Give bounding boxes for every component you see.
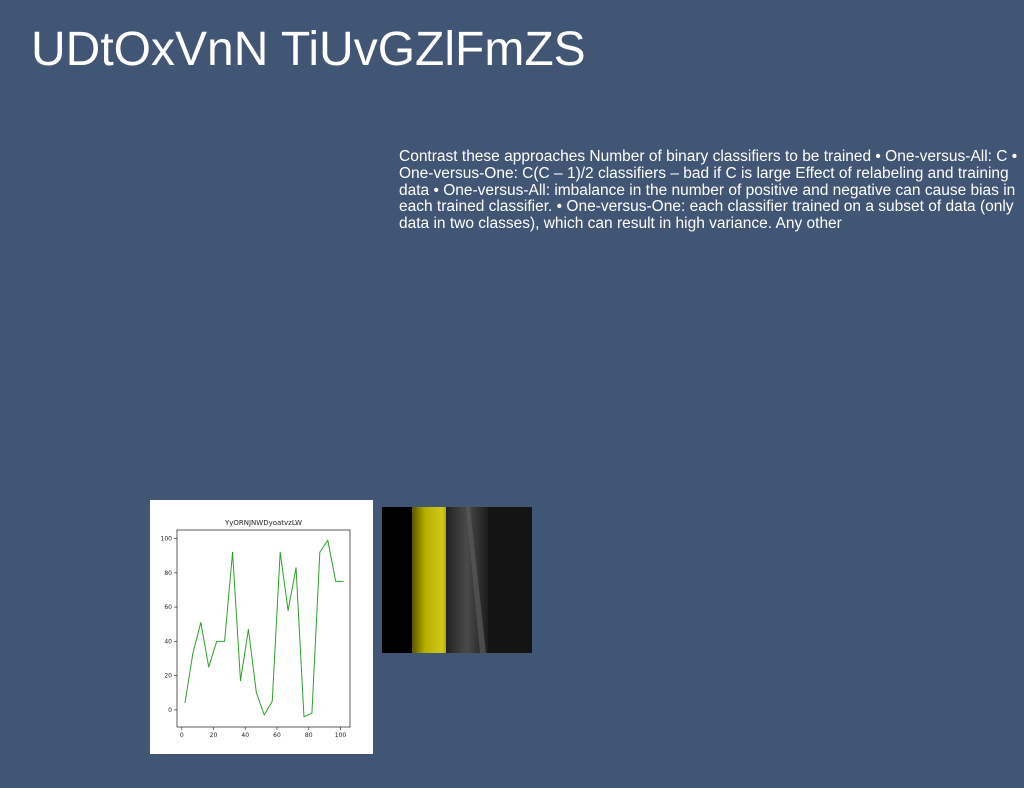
y-tick-label: 100 [161,536,173,543]
plot-frame [176,529,351,728]
photo-dark-band [382,507,412,653]
photo-yellow-band [412,507,450,653]
photo-highlight [466,507,486,653]
series-line [184,539,344,718]
x-tick-label: 40 [241,732,249,739]
photo-image [382,507,532,653]
y-tick-label: 20 [164,673,172,680]
x-tick-label: 60 [273,732,281,739]
slide-title: UDtOxVnN TiUvGZlFmZS [31,23,586,76]
line-chart-figure: YyORNJNWDyoatvzLW 0 20 40 60 80 100 0 20 40 60 80 10… [150,500,373,754]
line-chart: YyORNJNWDyoatvzLW 0 20 40 60 80 100 0 20 40 60 80 10… [161,519,351,739]
x-tick-label: 100 [335,732,347,739]
y-tick-label: 80 [164,570,172,577]
photo-graphic [382,507,532,653]
chart-title: YyORNJNWDyoatvzLW [224,519,302,527]
x-tick-label: 80 [305,732,313,739]
x-tick-label: 20 [210,732,218,739]
y-tick-label: 0 [168,707,172,714]
y-tick-label: 60 [164,604,172,611]
x-tick-label: 0 [180,732,184,739]
y-tick-label: 40 [164,638,172,645]
slide-body-text: Contrast these approaches Number of bina… [399,148,1018,233]
